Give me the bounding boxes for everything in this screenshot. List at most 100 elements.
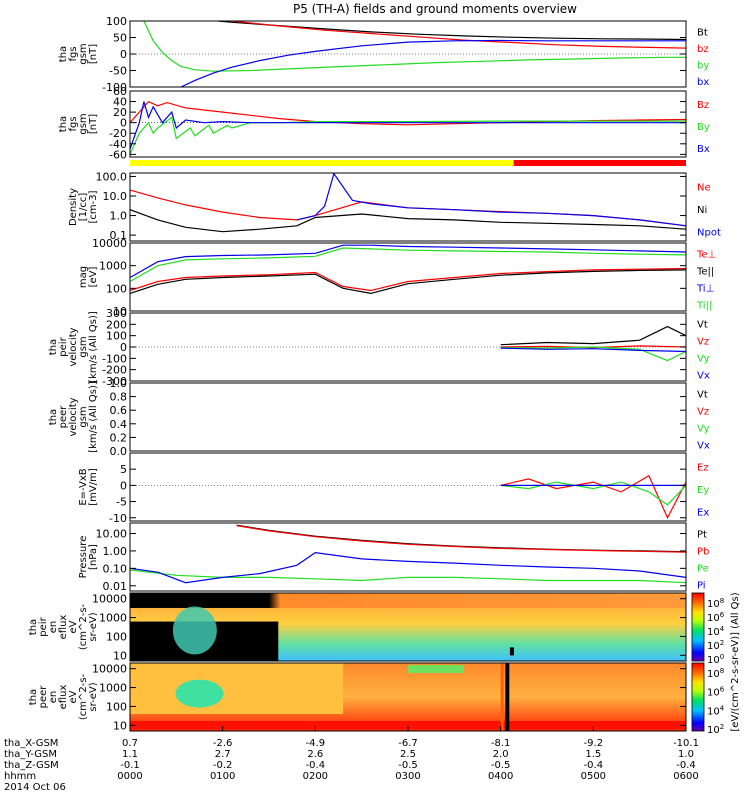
y-tick-label: -200 [102, 364, 127, 377]
y-tick-label: 10 [113, 719, 127, 732]
colorbar-tick-label: 104 [707, 704, 725, 717]
panel-frame [129, 522, 687, 592]
colorbar-tick-label: 106 [707, 611, 725, 624]
panel-frame [129, 592, 687, 662]
series-bz [231, 20, 687, 49]
y-tick-label: 1.0 [110, 210, 128, 223]
y-tick-label: 0.10 [103, 562, 128, 575]
spectrogram-high-energy-band [130, 593, 686, 608]
colorbar-gradient [691, 592, 705, 662]
y-tick-label: 0 [120, 117, 127, 130]
panel-frame [129, 20, 687, 88]
y-axis-label: velocity [68, 327, 79, 366]
date-label: 2014 Oct 06 [4, 782, 66, 793]
legend-Bx: Bx [697, 144, 710, 155]
spectrogram-cold-population [175, 679, 224, 708]
legend-Vt: Vt [697, 320, 708, 331]
x-tick-label-hhmm: 0000 [117, 771, 142, 782]
y-tick-label: 0.0 [110, 445, 128, 458]
spectrogram-stripe [500, 663, 504, 731]
spectrogram-data-gap [505, 663, 510, 731]
y-tick-label: 10 [113, 305, 127, 318]
spectrogram-low-energy-band [130, 663, 344, 714]
legend-Ti||: Ti|| [696, 301, 712, 312]
y-tick-label: 100.0 [96, 170, 128, 183]
colorbar-tick-label: 108 [707, 667, 724, 680]
legend-bx: bx [697, 77, 709, 88]
panel-peer_velocity: 1.00.80.60.40.20.0 tha peer velocity gsm [km/… [48, 377, 710, 458]
x-tick-label-tha_Z-GSM: -0.4 [676, 760, 696, 771]
x-tick-label-tha_Z-GSM: -0.2 [213, 760, 233, 771]
x-tick-label-tha_Z-GSM: -0.5 [398, 760, 418, 771]
y-axis-label: eflux [58, 615, 69, 640]
x-row-label: tha_Y-GSM [4, 749, 57, 760]
y-axis-label: mag [78, 266, 89, 288]
y-tick-label: 100 [106, 630, 127, 643]
y-tick-label: 0 [120, 341, 127, 354]
legend-Bz: Bz [697, 100, 709, 111]
y-tick-label: 10000 [92, 237, 127, 250]
legend-By: By [697, 122, 710, 133]
y-axis-label: [cm-3] [88, 190, 99, 223]
y-axis-label: velocity [68, 397, 79, 436]
series-Vx [500, 347, 687, 353]
chart-title: P5 (TH-A) fields and ground moments over… [293, 2, 577, 16]
panel-peer_spectrogram: 10000 1000 100 10 tha peer en eflux eV (cm^2-s-sr… [28, 662, 687, 732]
y-axis-label: en [48, 691, 59, 704]
y-axis-label: tha [28, 619, 39, 635]
x-tick-label-hhmm: 0200 [303, 771, 328, 782]
y-tick-label: 100 [106, 330, 127, 343]
y-axis-label: gsm [78, 336, 89, 357]
legend-Ni: Ni [697, 205, 707, 216]
legend-Te⊥: Te⊥ [696, 250, 716, 261]
y-axis-label: tha [48, 339, 59, 355]
y-tick-label: 0.1 [110, 229, 128, 242]
x-row-label: hhmm [4, 771, 36, 782]
y-axis-label: tha [58, 46, 69, 62]
x-tick-label-hhmm: 0600 [673, 771, 698, 782]
x-tick-label-tha_Y-GSM: 2.7 [215, 749, 231, 760]
y-axis-label: [nT] [88, 44, 99, 64]
series-Bx [129, 101, 686, 150]
x-tick-label-tha_X-GSM: -2.6 [213, 738, 233, 749]
legend-Pe: Pe [697, 564, 709, 575]
y-tick-label: -300 [102, 375, 127, 388]
x-tick-label-tha_Z-GSM: -0.4 [306, 760, 326, 771]
series-Pi [129, 551, 687, 584]
y-tick-label: 1000 [99, 260, 127, 273]
y-tick-label: 100 [106, 282, 127, 295]
spectrogram-cold-population [172, 606, 217, 655]
y-tick-label: 1000 [99, 682, 127, 695]
series-Bt [217, 20, 687, 41]
legend-Vx: Vx [697, 371, 710, 382]
y-axis-label: tha [28, 689, 39, 705]
y-axis-label: peir [58, 336, 69, 356]
y-axis-label: [km/s (All Qs)] [88, 381, 99, 453]
panel-efield: 5 0 -5 -10 E=-VxB [mV/m] Ez Ey Ex [78, 452, 709, 525]
panel-pressure: 10.00 1.00 0.10 0.01 Pressure [nPa] Pt Pb Pe Pi [78, 522, 709, 593]
legend-Pb: Pb [697, 547, 709, 558]
y-axis-label: gsm [78, 43, 89, 64]
y-tick-label: -5 [116, 496, 127, 509]
x-tick-label-hhmm: 0100 [210, 771, 235, 782]
x-row-label: tha_Z-GSM [4, 760, 59, 771]
y-tick-label: -50 [109, 65, 127, 78]
y-axis-label: [1/cc] [78, 193, 89, 222]
spectrogram-low-energy-red-band [130, 721, 686, 729]
x-tick-label-tha_Y-GSM: 1.0 [678, 749, 694, 760]
y-tick-label: 10 [113, 649, 127, 662]
y-tick-label: 100 [106, 15, 127, 28]
series-Pb [236, 525, 687, 553]
x-tick-label-tha_Z-GSM: -0.5 [491, 760, 511, 771]
y-axis-label: [nT] [88, 114, 99, 134]
y-axis-label: Density [68, 188, 79, 226]
x-tick-label-tha_X-GSM: -6.7 [398, 738, 418, 749]
mode-bar-segment-red [513, 160, 686, 166]
panel-frame [129, 382, 687, 452]
y-tick-label: 1000 [99, 612, 127, 625]
y-axis-label: [km/s (All Qs)] [88, 311, 99, 383]
colorbar-tick-label: 104 [707, 625, 725, 638]
series-Pt [236, 524, 687, 553]
legend-Ez: Ez [697, 462, 709, 473]
